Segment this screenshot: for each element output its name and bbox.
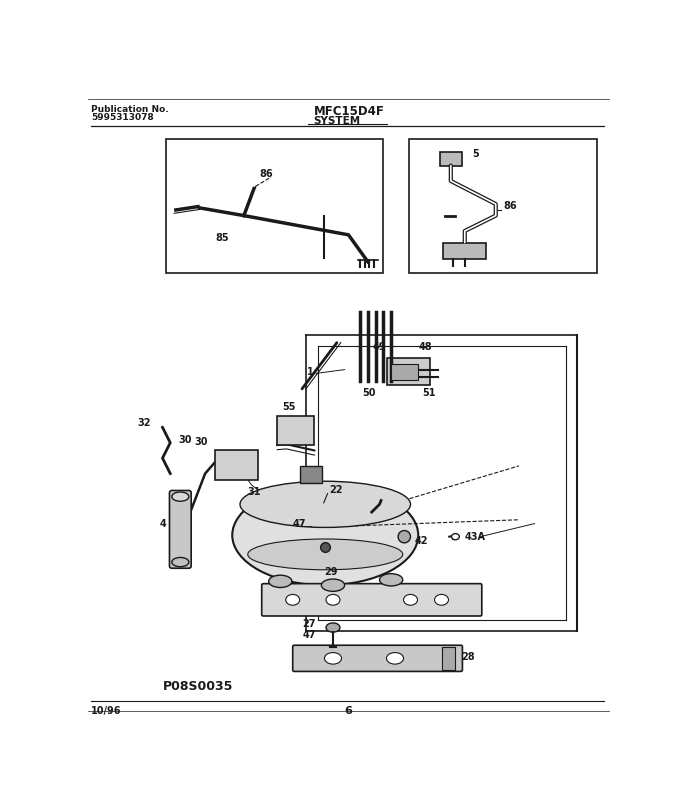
Ellipse shape bbox=[322, 579, 345, 591]
FancyBboxPatch shape bbox=[169, 491, 191, 569]
Bar bbox=[443, 242, 486, 260]
Text: 51: 51 bbox=[422, 387, 436, 398]
FancyBboxPatch shape bbox=[292, 646, 462, 671]
Ellipse shape bbox=[240, 481, 411, 528]
Text: 27: 27 bbox=[303, 618, 316, 629]
Text: P08S0035: P08S0035 bbox=[163, 680, 233, 693]
Ellipse shape bbox=[379, 573, 403, 586]
Bar bbox=[215, 451, 258, 480]
Text: 30: 30 bbox=[178, 435, 192, 445]
Ellipse shape bbox=[398, 530, 411, 543]
Text: 28: 28 bbox=[462, 652, 475, 662]
Ellipse shape bbox=[172, 492, 189, 501]
Text: 55: 55 bbox=[283, 402, 296, 412]
Ellipse shape bbox=[286, 594, 300, 606]
Bar bbox=[409, 139, 596, 273]
Ellipse shape bbox=[233, 485, 418, 585]
Text: 50: 50 bbox=[362, 387, 375, 398]
Ellipse shape bbox=[326, 594, 340, 606]
Text: 48: 48 bbox=[418, 342, 432, 352]
Text: 4: 4 bbox=[160, 519, 167, 529]
Ellipse shape bbox=[324, 653, 341, 664]
Ellipse shape bbox=[403, 594, 418, 606]
Bar bbox=[301, 466, 322, 483]
Bar bbox=[391, 364, 418, 379]
Text: 86: 86 bbox=[259, 169, 273, 180]
Ellipse shape bbox=[386, 653, 403, 664]
Text: 32: 32 bbox=[137, 419, 151, 428]
Text: SYSTEM: SYSTEM bbox=[313, 116, 361, 126]
Text: 47: 47 bbox=[303, 630, 316, 640]
Bar bbox=[441, 646, 456, 670]
Text: 86: 86 bbox=[503, 200, 517, 211]
Ellipse shape bbox=[269, 575, 292, 588]
Text: 6: 6 bbox=[345, 706, 352, 716]
Bar bbox=[440, 152, 462, 165]
Text: 5: 5 bbox=[473, 148, 479, 159]
Text: 10/96: 10/96 bbox=[91, 706, 122, 716]
Text: 31: 31 bbox=[248, 488, 261, 497]
Text: 5995313078: 5995313078 bbox=[91, 113, 154, 122]
Ellipse shape bbox=[326, 623, 340, 632]
Text: 43A: 43A bbox=[464, 532, 486, 541]
Ellipse shape bbox=[452, 533, 459, 540]
Ellipse shape bbox=[435, 594, 449, 606]
Text: 30: 30 bbox=[194, 436, 207, 447]
Text: 1: 1 bbox=[307, 367, 313, 377]
Bar bbox=[387, 358, 430, 385]
FancyBboxPatch shape bbox=[262, 584, 482, 616]
Ellipse shape bbox=[248, 539, 403, 569]
Bar bbox=[167, 139, 384, 273]
Text: 49: 49 bbox=[372, 342, 386, 352]
Text: 42: 42 bbox=[414, 537, 428, 546]
Text: 85: 85 bbox=[215, 233, 229, 243]
Bar bbox=[277, 415, 314, 445]
Ellipse shape bbox=[172, 557, 189, 567]
Text: 29: 29 bbox=[325, 568, 338, 577]
Text: MFC15D4F: MFC15D4F bbox=[313, 106, 384, 119]
Text: Publication No.: Publication No. bbox=[91, 106, 169, 115]
Text: 47: 47 bbox=[292, 519, 306, 529]
Text: 22: 22 bbox=[329, 485, 343, 496]
